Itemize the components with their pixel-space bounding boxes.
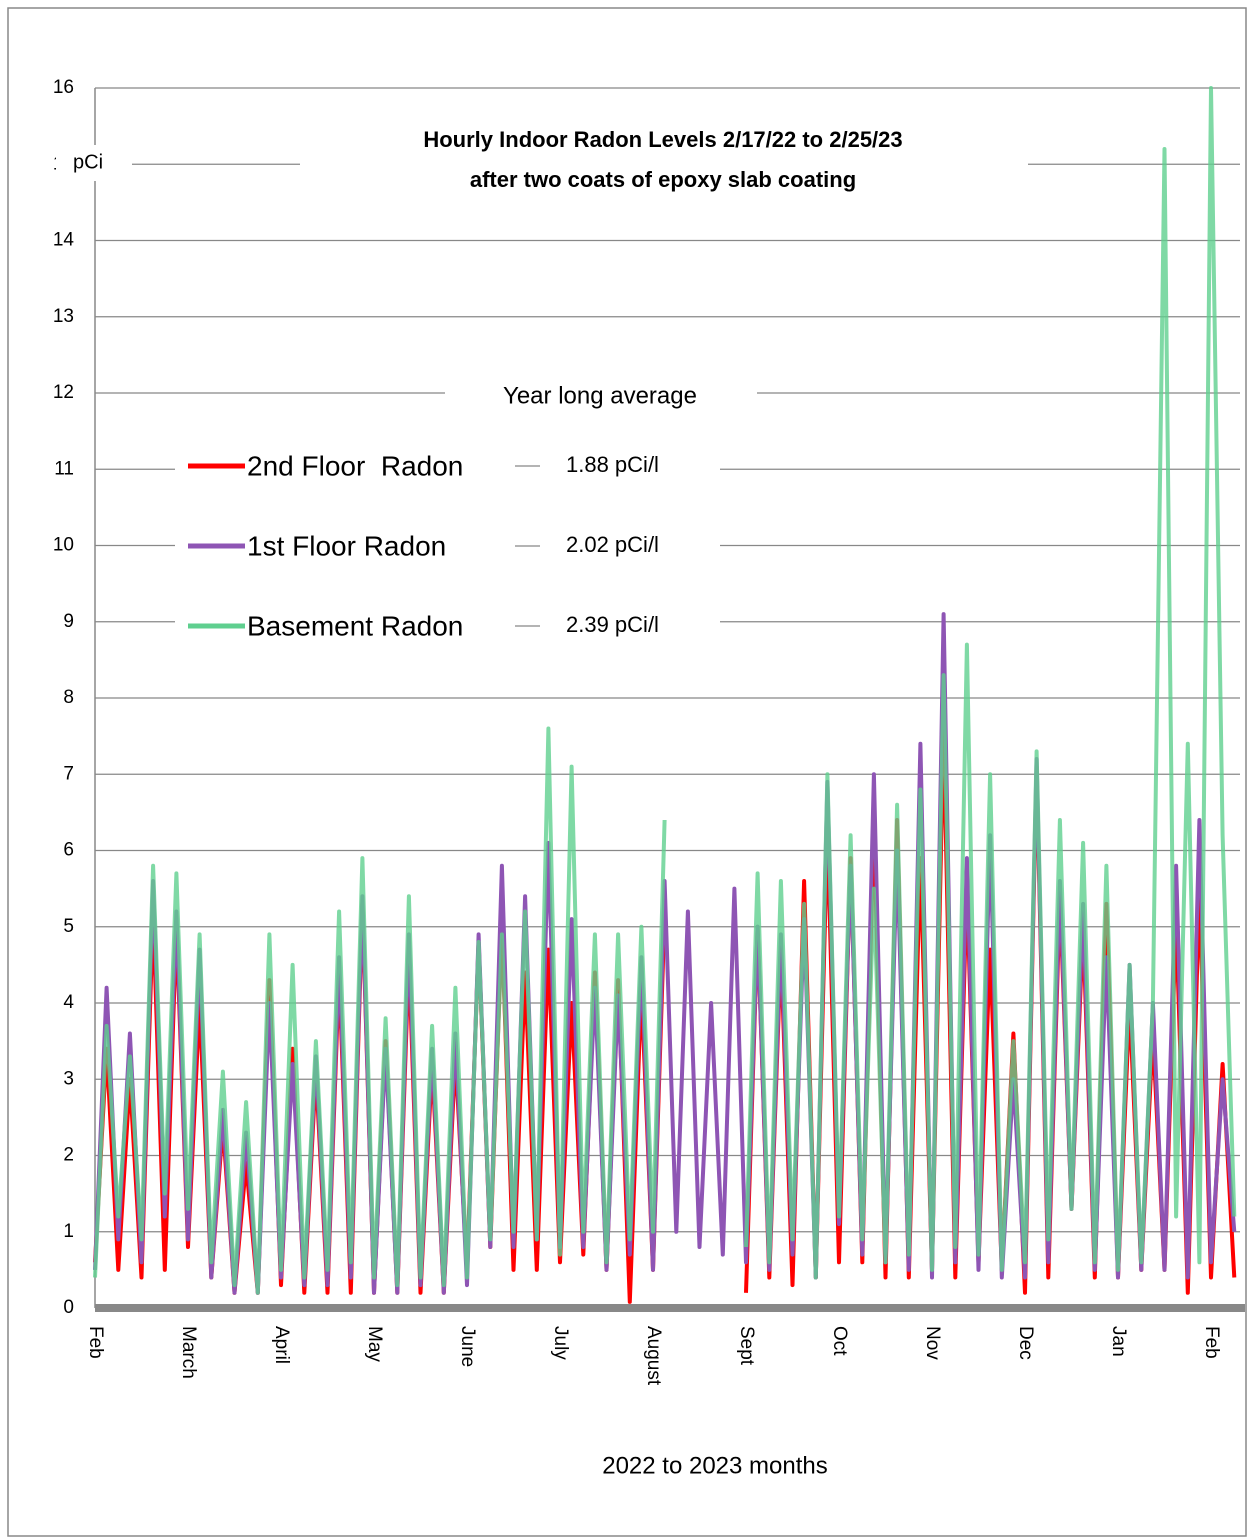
x-tick-label: May: [364, 1326, 385, 1362]
legend-box: [175, 606, 720, 646]
legend-label: Basement Radon: [247, 610, 463, 641]
legend-label: 2nd Floor Radon: [247, 450, 463, 481]
x-tick-label: June: [457, 1326, 478, 1367]
legend-title: Year long average: [503, 382, 697, 409]
legend-value: 2.02 pCi/l: [566, 532, 659, 557]
y-tick-label: 16: [53, 77, 74, 98]
legend-box: [445, 378, 757, 410]
x-axis-label: 2022 to 2023 months: [602, 1452, 828, 1479]
y-label-box: [56, 145, 132, 181]
legend-box: [175, 446, 720, 486]
y-tick-label: 14: [53, 230, 75, 251]
y-tick-label: 7: [63, 763, 74, 784]
legend-value: 1.88 pCi/l: [566, 452, 659, 477]
x-tick-label: Jan: [1108, 1326, 1129, 1357]
chart-title: Hourly Indoor Radon Levels 2/17/22 to 2/…: [423, 127, 902, 152]
series-line: [93, 86, 1237, 1295]
y-tick-label: 5: [63, 916, 74, 937]
x-tick-label: Feb: [85, 1326, 106, 1359]
x-tick-label: August: [643, 1326, 664, 1386]
legend-label: 1st Floor Radon: [247, 530, 446, 561]
chart-border: [7, 7, 1247, 1537]
y-tick-label: 4: [63, 992, 74, 1013]
x-tick-label: March: [178, 1326, 199, 1379]
y-tick-label: 6: [63, 840, 74, 861]
plot-lines: [93, 86, 1237, 1304]
x-axis: [95, 1304, 1245, 1312]
y-tick-label: 0: [63, 1297, 74, 1318]
y-tick-label: 9: [63, 611, 74, 632]
x-tick-label: Feb: [1201, 1326, 1222, 1359]
y-tick-label: 10: [53, 535, 74, 556]
y-tick-label: 13: [53, 306, 74, 327]
chart-subtitle: after two coats of epoxy slab coating: [470, 167, 856, 192]
y-tick-label: 3: [63, 1068, 74, 1089]
x-tick-label: Sept: [736, 1326, 757, 1366]
x-tick-label: April: [271, 1326, 292, 1364]
overlay: Feb March April May June July August Sept Oct Nov…: [56, 118, 1245, 1479]
x-tick-label: Oct: [829, 1326, 850, 1356]
y-tick-label: 12: [53, 382, 74, 403]
x-tick-label: Dec: [1015, 1326, 1036, 1360]
x-tick-label: July: [550, 1326, 571, 1360]
legend-box: [175, 526, 720, 566]
y-axis-label: pCi: [73, 151, 103, 173]
y-tick-label: 1: [63, 1221, 74, 1242]
x-tick-label: Nov: [922, 1326, 943, 1360]
y-tick-label: 2: [63, 1145, 74, 1166]
legend-value: 2.39 pCi/l: [566, 612, 659, 637]
y-tick-label: 11: [54, 458, 74, 479]
title-box: [300, 118, 1028, 206]
y-tick-label: 8: [63, 687, 74, 708]
